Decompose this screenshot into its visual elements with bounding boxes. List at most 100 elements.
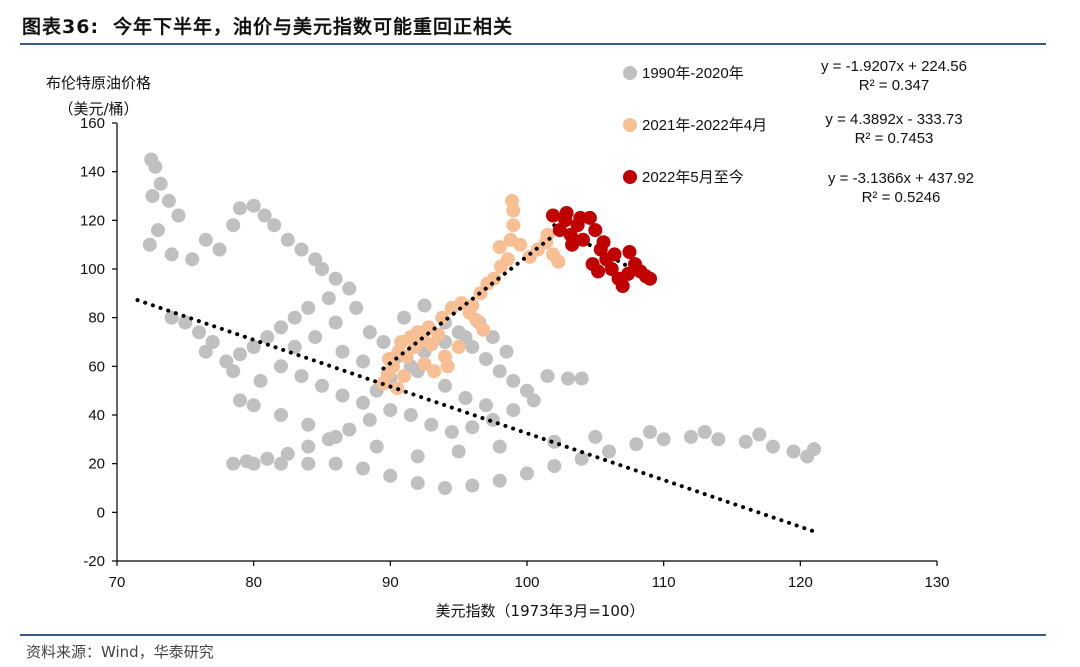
- point-2021-2022: [492, 240, 507, 255]
- point-1990-2020: [205, 335, 220, 349]
- y-tick-label: 100: [80, 261, 105, 278]
- point-1990-2020: [246, 198, 261, 213]
- trendline-r2-2021-2022: R² = 0.7453: [855, 130, 934, 147]
- point-1990-2020: [383, 403, 398, 418]
- point-2022-now: [565, 237, 580, 252]
- trendline-equation-2022-now: y = -3.1366x + 437.92: [828, 170, 974, 187]
- figure-number: 图表36:: [22, 16, 100, 38]
- point-1990-2020: [219, 354, 234, 369]
- trendline-1990-2020: [135, 298, 816, 534]
- point-1990-2020: [752, 427, 767, 442]
- point-1990-2020: [711, 432, 726, 447]
- point-1990-2020: [444, 425, 459, 439]
- point-2021-2022: [454, 296, 469, 311]
- legend-marker-2022-now: [623, 170, 637, 184]
- point-2022-now: [596, 235, 611, 250]
- point-1990-2020: [233, 347, 247, 362]
- point-1990-2020: [656, 432, 671, 447]
- point-2021-2022: [417, 356, 432, 371]
- point-2022-now: [643, 271, 657, 286]
- point-1990-2020: [643, 425, 657, 439]
- trendline-r2-1990-2020: R² = 0.347: [859, 77, 929, 94]
- y-tick-label: 160: [80, 115, 105, 132]
- figure-title: 图表36: 今年下半年，油价与美元指数可能重回正相关: [22, 12, 513, 39]
- point-1990-2020: [424, 417, 439, 432]
- x-axis-label: 美元指数（1973年3月=100）: [435, 602, 645, 620]
- point-1990-2020: [356, 395, 370, 410]
- point-1990-2020: [274, 408, 288, 422]
- point-1990-2020: [540, 369, 555, 384]
- point-1990-2020: [267, 218, 282, 233]
- point-1990-2020: [574, 451, 589, 466]
- point-1990-2020: [547, 459, 562, 474]
- x-tick-label: 100: [514, 574, 539, 591]
- point-1990-2020: [294, 242, 309, 257]
- bottom-rule: [20, 634, 1046, 636]
- point-2021-2022: [506, 218, 521, 233]
- point-1990-2020: [335, 388, 350, 403]
- point-1990-2020: [328, 456, 343, 471]
- x-tick-label: 110: [652, 574, 676, 591]
- point-1990-2020: [253, 373, 268, 388]
- series-2021-2022-layer: [376, 193, 566, 396]
- point-1990-2020: [161, 193, 176, 208]
- y-tick-label: 40: [88, 407, 105, 424]
- x-tick-label: 80: [245, 574, 262, 591]
- point-1990-2020: [506, 373, 521, 388]
- point-1990-2020: [151, 223, 165, 238]
- point-1990-2020: [315, 378, 329, 393]
- y-tick-label: 80: [88, 310, 105, 327]
- point-1990-2020: [697, 425, 712, 439]
- point-1990-2020: [574, 371, 589, 386]
- trendline-r2-2022-now: R² = 0.5246: [862, 189, 941, 206]
- point-1990-2020: [301, 456, 316, 471]
- y-tick-label: 20: [88, 456, 105, 473]
- point-1990-2020: [142, 237, 157, 252]
- point-1990-2020: [451, 444, 466, 459]
- point-1990-2020: [260, 330, 275, 345]
- point-1990-2020: [629, 437, 644, 452]
- point-1990-2020: [301, 300, 316, 315]
- point-1990-2020: [561, 371, 575, 386]
- point-1990-2020: [684, 429, 698, 444]
- point-1990-2020: [410, 449, 425, 464]
- point-2021-2022: [505, 193, 519, 208]
- point-2022-now: [615, 279, 630, 293]
- point-1990-2020: [198, 232, 213, 247]
- point-1990-2020: [185, 252, 200, 267]
- point-1990-2020: [315, 262, 329, 276]
- point-2021-2022: [427, 364, 442, 379]
- point-1990-2020: [492, 364, 507, 379]
- point-1990-2020: [458, 330, 473, 345]
- point-1990-2020: [274, 456, 288, 471]
- point-1990-2020: [164, 247, 179, 262]
- legend: 1990年-2020年 y = -1.9207x + 224.56 R² = 0.3…: [623, 58, 974, 206]
- point-1990-2020: [287, 310, 302, 325]
- y-tick-label: 140: [80, 164, 105, 181]
- point-1990-2020: [362, 412, 377, 427]
- point-1990-2020: [212, 242, 227, 257]
- y-tick-label: -20: [83, 553, 105, 570]
- point-2022-now: [582, 210, 597, 225]
- point-2021-2022: [424, 337, 439, 352]
- point-1990-2020: [233, 393, 247, 408]
- point-1990-2020: [328, 271, 343, 286]
- point-1990-2020: [356, 354, 370, 369]
- point-1990-2020: [321, 291, 336, 306]
- point-1990-2020: [233, 201, 247, 216]
- point-1990-2020: [506, 403, 521, 418]
- point-1990-2020: [520, 466, 534, 481]
- point-2022-now: [604, 262, 619, 276]
- legend-label-1990-2020: 1990年-2020年: [642, 65, 744, 82]
- point-1990-2020: [246, 398, 261, 413]
- point-1990-2020: [465, 339, 480, 354]
- point-2021-2022: [421, 320, 436, 335]
- point-1990-2020: [198, 344, 213, 359]
- point-1990-2020: [274, 320, 288, 335]
- point-1990-2020: [171, 208, 186, 223]
- point-1990-2020: [369, 439, 384, 454]
- point-1990-2020: [479, 352, 493, 366]
- point-1990-2020: [301, 439, 316, 454]
- point-1990-2020: [153, 176, 168, 191]
